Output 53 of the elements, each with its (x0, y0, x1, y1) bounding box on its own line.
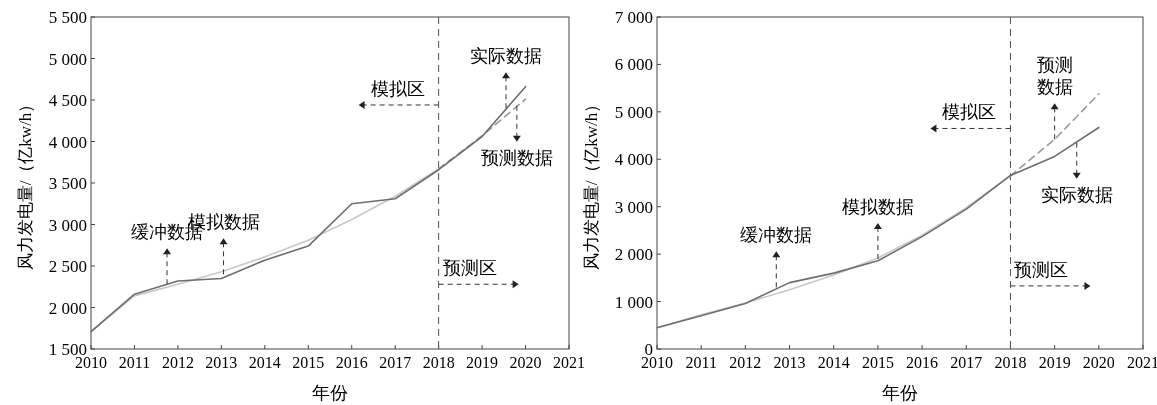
x-tick-label: 2011 (118, 354, 151, 371)
annotation: 模拟数据 (841, 196, 914, 217)
annotation: 模拟区 (942, 102, 997, 123)
annotation: 预测数据 (1036, 55, 1073, 98)
x-tick-label: 2019 (466, 354, 499, 371)
x-axis-title: 年份 (312, 383, 348, 403)
x-tick-label: 2019 (1038, 354, 1071, 371)
x-tick-label: 2018 (994, 354, 1027, 371)
x-tick-label: 2020 (1082, 354, 1115, 371)
y-tick-label: 2 500 (48, 257, 87, 276)
x-tick-label: 2016 (335, 354, 368, 371)
y-tick-label: 4 500 (48, 91, 87, 110)
x-tick-label: 2021 (553, 354, 585, 371)
y-tick-label: 4 000 (48, 132, 87, 152)
x-tick-label: 2013 (205, 354, 238, 371)
y-tick-label: 2 000 (48, 298, 87, 318)
x-tick-label: 2010 (75, 354, 107, 371)
annotation: 实际数据 (469, 46, 542, 67)
x-tick-label: 2018 (422, 354, 455, 371)
x-tick-label: 2014 (248, 354, 281, 371)
y-tick-label: 5 000 (614, 102, 653, 122)
x-tick-label: 2012 (729, 354, 762, 371)
x-tick-label: 2013 (773, 354, 806, 371)
x-tick-label: 2015 (292, 354, 325, 371)
x-axis-title: 年份 (882, 383, 918, 403)
y-tick-label: 4 000 (614, 150, 653, 170)
y-axis-title: 风力发电量/（亿kw/h） (16, 95, 35, 271)
x-tick-label: 2020 (509, 354, 542, 371)
x-tick-label: 2016 (906, 354, 939, 371)
y-tick-label: 5 000 (48, 49, 87, 69)
y-tick-label: 1 000 (614, 292, 653, 312)
y-tick-label: 2 000 (614, 245, 653, 265)
y-tick-label: 3 500 (48, 174, 87, 193)
y-tick-label: 6 000 (614, 55, 653, 75)
annotation: 预测区 (442, 258, 497, 279)
x-tick-label: 2011 (685, 354, 717, 371)
annotation: 模拟区 (370, 78, 425, 99)
annotation: 缓冲数据 (740, 225, 813, 246)
annotation: 预测数据 (480, 147, 553, 168)
y-tick-label: 7 000 (614, 8, 653, 27)
line-series (90, 168, 440, 333)
x-tick-label: 2017 (379, 354, 412, 371)
annotation: 预测区 (1014, 259, 1069, 280)
x-tick-label: 2014 (817, 354, 850, 371)
annotation: 实际数据 (1040, 184, 1113, 205)
x-tick-label: 2017 (950, 354, 983, 371)
y-tick-label: 3 000 (614, 197, 653, 217)
x-tick-label: 2010 (641, 354, 673, 371)
x-tick-label: 2015 (861, 354, 894, 371)
y-tick-label: 3 000 (48, 215, 87, 235)
y-tick-label: 5 500 (48, 8, 87, 27)
y-axis-title: 风力发电量/（亿kw/h） (582, 95, 601, 271)
x-tick-label: 2012 (161, 354, 194, 371)
